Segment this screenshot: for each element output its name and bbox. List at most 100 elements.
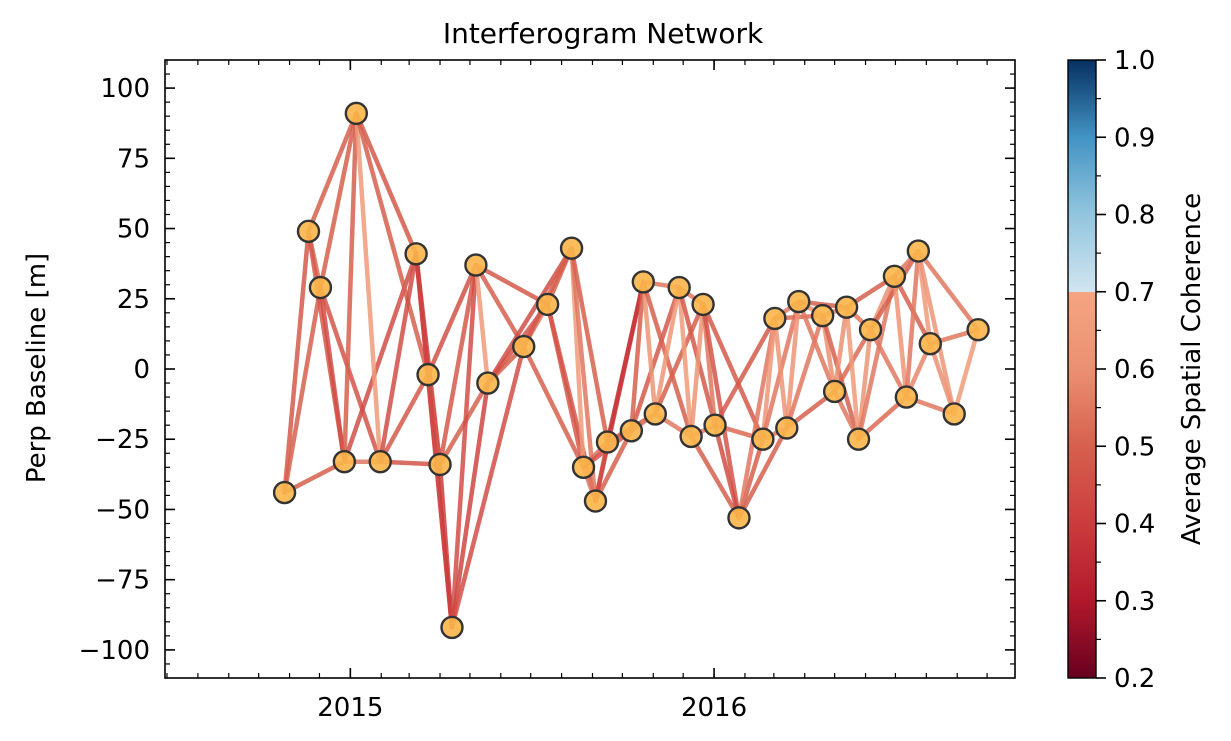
interferogram-pair-line	[377, 372, 431, 464]
colorbar-tick-label: 1.0	[1114, 46, 1155, 76]
acquisition-point	[368, 450, 392, 474]
acquisition-point	[440, 615, 464, 640]
acquisition-point	[667, 275, 691, 300]
acquisition-point	[619, 419, 644, 443]
acquisition-point	[512, 334, 536, 359]
acquisition-point	[344, 101, 369, 126]
interferogram-pair-line	[916, 248, 957, 417]
interferogram-pair-line	[605, 279, 646, 445]
interferogram-pair-line	[676, 285, 694, 439]
interferogram-pair-line	[449, 262, 479, 630]
acquisition-point	[882, 264, 907, 288]
y-tick-label: −25	[95, 425, 150, 455]
interferogram-pair-line	[916, 248, 981, 332]
interferogram-pair-line	[784, 299, 802, 431]
interferogram-pair-line	[473, 262, 550, 307]
acquisition-point	[822, 379, 847, 404]
y-tick-label: −100	[79, 636, 150, 666]
acquisition-point	[727, 506, 751, 530]
y-tick-label: 50	[117, 215, 150, 245]
interferogram-pair-line	[282, 229, 311, 495]
interferogram-pair-line	[282, 285, 323, 495]
acquisition-point	[942, 402, 966, 426]
y-tick-label: −75	[95, 566, 150, 596]
acquisition-points	[272, 101, 990, 640]
interferogram-pair-line	[641, 279, 658, 417]
interferogram-pair-line	[318, 285, 347, 464]
acquisition-point	[810, 303, 835, 328]
acquisition-point	[858, 317, 883, 342]
interferogram-pair-line	[904, 248, 921, 400]
interferogram-pair-line	[485, 245, 574, 386]
interferogram-pair-line	[784, 313, 825, 431]
interferogram-pair-line	[796, 299, 837, 394]
acquisition-point	[583, 489, 608, 513]
acquisition-point	[476, 371, 500, 395]
interferogram-pair-line	[844, 304, 861, 442]
y-tick-label: 75	[117, 144, 150, 174]
acquisition-point	[763, 306, 787, 331]
interferogram-pair-line	[951, 327, 981, 417]
interferogram-pair-line	[318, 285, 383, 464]
colorbar-tick-label: 0.3	[1114, 587, 1155, 617]
interferogram-pair-line	[449, 344, 526, 630]
interferogram-pair-line	[569, 245, 610, 445]
interferogram-pair-line	[760, 316, 778, 442]
acquisition-point	[595, 430, 620, 454]
interferogram-pair-line	[736, 316, 778, 521]
acquisition-point	[308, 275, 333, 300]
interferogram-pair-line	[377, 251, 419, 464]
interferogram-pair-line	[593, 428, 634, 504]
interferogram-pair-line	[892, 274, 909, 400]
plot-frame	[164, 59, 1016, 679]
interferogram-pair-line	[629, 279, 646, 434]
acquisition-point	[404, 242, 428, 266]
interferogram-pair-line	[449, 380, 491, 630]
interferogram-pair-line	[700, 302, 766, 442]
acquisition-point	[464, 253, 488, 277]
acquisition-point	[559, 236, 584, 260]
colorbar-ticks: 1.0 0.9 0.8 0.7 0.6 0.5 0.4 0.3 0.2	[1096, 46, 1155, 694]
acquisition-point	[428, 452, 452, 477]
interferogram-pair-line	[832, 304, 849, 394]
y-tick-label: 25	[117, 285, 150, 315]
interferogram-pair-line	[688, 302, 706, 439]
acquisition-point	[834, 295, 859, 319]
interferogram-pair-line	[425, 262, 479, 377]
interferogram-pair-line	[318, 111, 359, 290]
acquisition-point	[787, 289, 811, 314]
interferogram-pair-line	[342, 111, 359, 464]
y-tick-label: 100	[100, 74, 150, 104]
colorbar	[1067, 59, 1097, 679]
interferogram-pairs	[282, 111, 981, 630]
acquisition-point	[894, 385, 919, 409]
interferogram-pair-line	[653, 302, 706, 417]
x-tick-label: 2016	[681, 693, 747, 723]
x-axis-ticks: 2015 2016	[166, 60, 988, 723]
acquisition-point	[535, 292, 560, 317]
acquisition-point	[966, 317, 990, 342]
y-tick-label: −50	[95, 495, 150, 525]
interferogram-pair-line	[653, 285, 682, 417]
acquisition-point	[571, 455, 596, 480]
acquisition-point	[272, 480, 297, 505]
acquisition-point	[416, 362, 440, 387]
y-axis-ticks: 100 75 50 25 0 −25 −50 −75 −100	[79, 73, 1015, 666]
interferogram-pair-line	[473, 262, 526, 349]
acquisition-point	[751, 427, 775, 451]
acquisition-point	[631, 270, 656, 294]
y-axis-title: Perp Baseline [m]	[22, 253, 52, 483]
x-tick-label: 2015	[317, 693, 383, 723]
interferogram-pair-line	[736, 425, 790, 521]
interferogram-pair-line	[688, 434, 742, 521]
y-tick-label: 0	[133, 355, 150, 385]
acquisition-point	[775, 416, 799, 440]
colorbar-tick-label: 0.5	[1114, 432, 1155, 462]
interferogram-pair-line	[521, 344, 586, 470]
interferogram-pair-line	[354, 111, 431, 377]
chart-title: Interferogram Network	[443, 17, 764, 50]
interferogram-pair-line	[712, 422, 742, 521]
interferogram-pair-line	[437, 462, 455, 630]
interferogram-pair-line	[928, 341, 957, 417]
